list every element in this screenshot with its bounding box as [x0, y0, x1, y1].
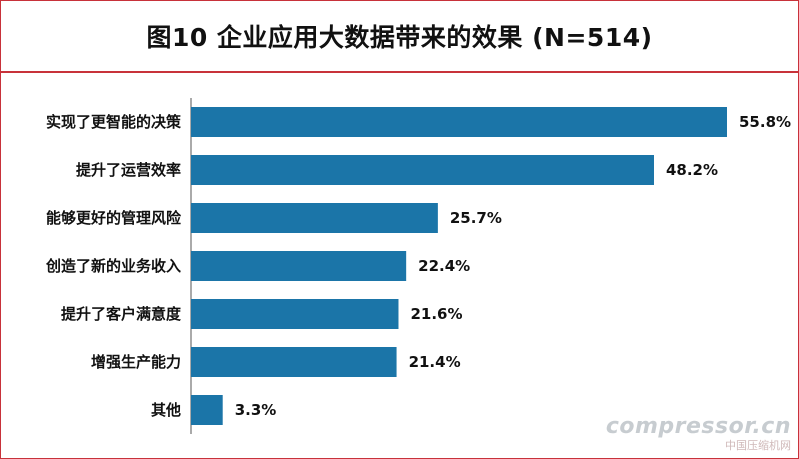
value-label: 55.8% — [739, 113, 791, 131]
category-label: 实现了更智能的决策 — [46, 113, 182, 131]
title-bar: 图10 企业应用大数据带来的效果 (N=514) — [1, 1, 798, 73]
bar — [191, 347, 397, 377]
chart-title: 图10 企业应用大数据带来的效果 (N=514) — [146, 23, 653, 52]
category-label: 能够更好的管理风险 — [46, 209, 182, 227]
category-label: 提升了客户满意度 — [61, 305, 182, 323]
bar — [191, 251, 407, 281]
value-label: 22.4% — [418, 257, 470, 275]
bar — [191, 299, 399, 329]
category-label: 创造了新的业务收入 — [45, 257, 181, 275]
bar — [191, 395, 223, 425]
watermark-main: compressor.cn — [605, 414, 791, 439]
bar — [191, 203, 438, 233]
watermark-logo: compressor.cn 中国压缩机网 — [606, 414, 791, 453]
value-label: 21.4% — [409, 353, 461, 371]
category-label: 增强生产能力 — [91, 353, 181, 371]
watermark-sub: 中国压缩机网 — [725, 439, 791, 452]
category-label: 提升了运营效率 — [76, 161, 181, 179]
bar — [191, 107, 727, 137]
bar — [191, 155, 654, 185]
value-label: 3.3% — [235, 401, 277, 419]
value-label: 25.7% — [450, 209, 502, 227]
value-label: 48.2% — [666, 161, 718, 179]
value-label: 21.6% — [410, 305, 462, 323]
category-label: 其他 — [151, 401, 181, 419]
